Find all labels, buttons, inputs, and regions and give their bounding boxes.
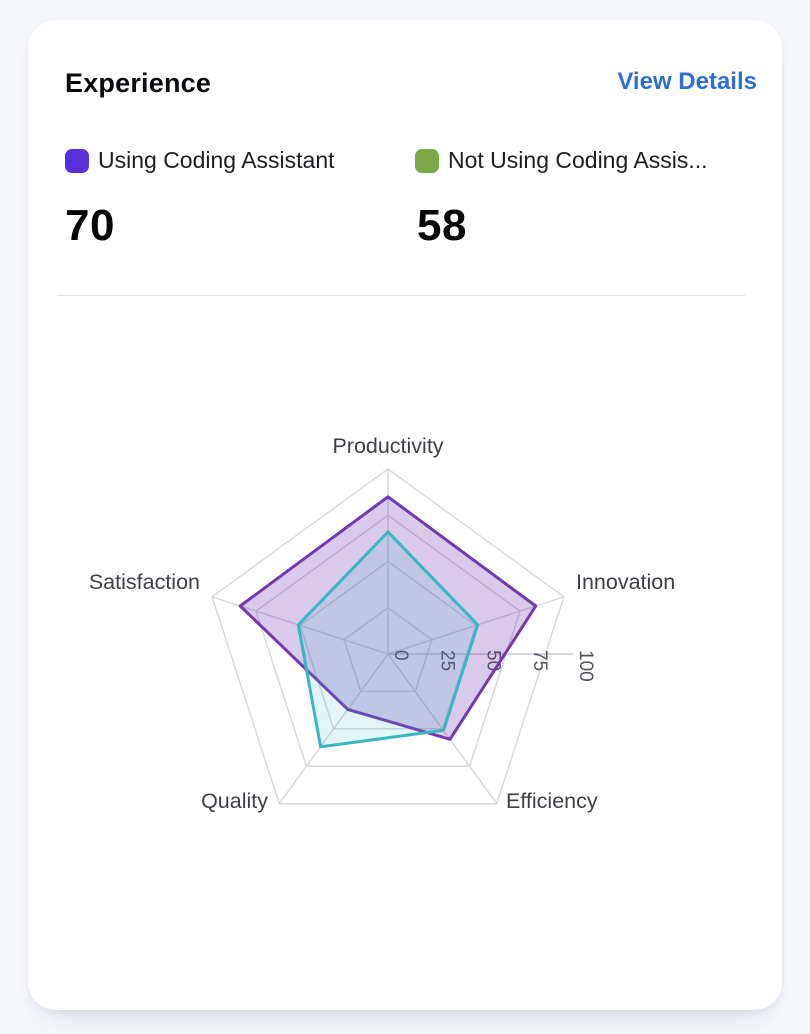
- experience-card: Experience View Details Using Coding Ass…: [28, 20, 782, 1010]
- legend-label: Not Using Coding Assis...: [448, 147, 708, 173]
- legend-value-not-using-assistant: 58: [417, 201, 467, 250]
- view-details-link[interactable]: View Details: [617, 68, 757, 95]
- card-header: Experience View Details: [65, 68, 757, 99]
- legend-item-using-assistant[interactable]: Using Coding Assistant: [65, 147, 405, 174]
- legend-label: Using Coding Assistant: [98, 147, 335, 173]
- legend-item-not-using-assistant[interactable]: Not Using Coding Assis...: [415, 147, 770, 174]
- legend-swatch-green-icon: [415, 148, 439, 173]
- card-title: Experience: [65, 68, 212, 98]
- legend-swatch-purple-icon: [65, 148, 89, 173]
- divider: [57, 295, 745, 296]
- legend-value-using-assistant: 70: [65, 201, 115, 250]
